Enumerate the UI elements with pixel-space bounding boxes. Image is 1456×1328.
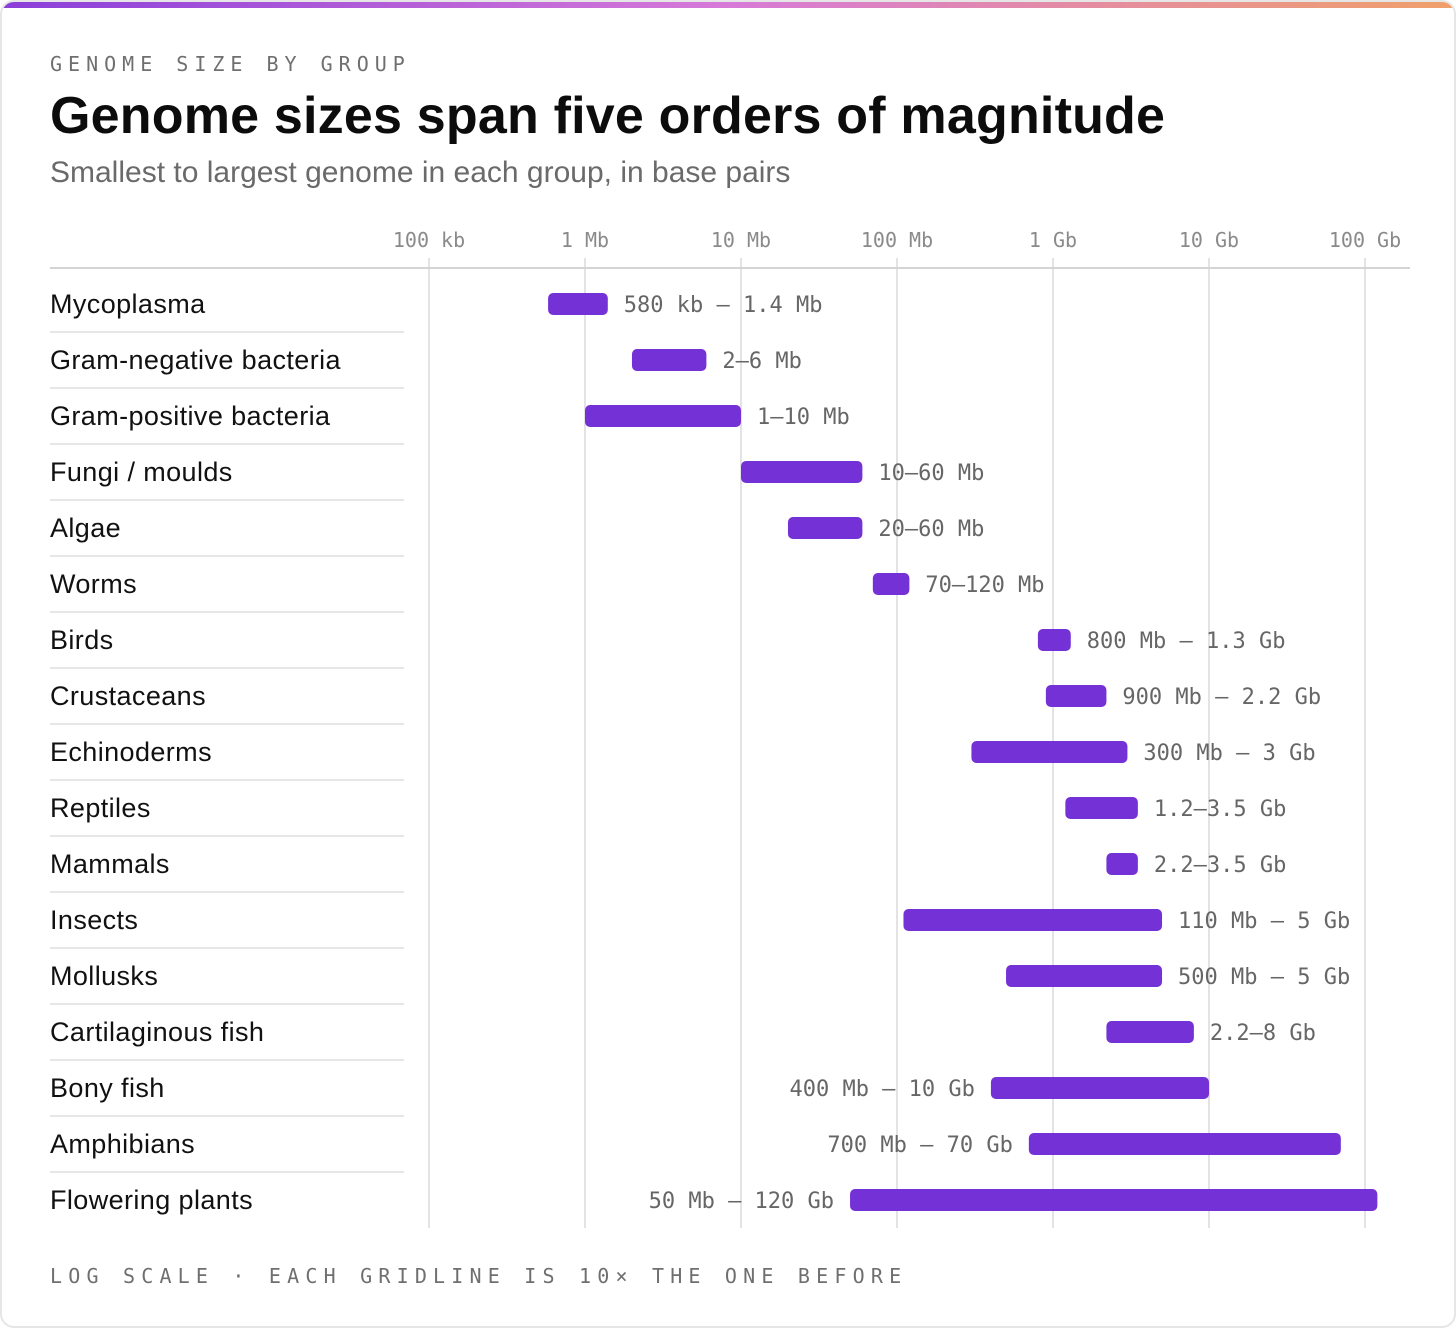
range-label: 700 Mb – 70 Gb	[827, 1133, 1012, 1158]
range-bar	[1006, 965, 1163, 987]
category-label: Algae	[50, 513, 121, 543]
category-label: Mollusks	[50, 961, 158, 991]
category-label: Worms	[50, 569, 137, 599]
chart-subtitle: Smallest to largest genome in each group…	[50, 156, 791, 189]
range-bar	[585, 405, 741, 427]
chart-title: Genome sizes span five orders of magnitu…	[50, 87, 1166, 145]
range-label: 2–6 Mb	[722, 349, 801, 374]
category-label: Cartilaginous fish	[50, 1017, 264, 1047]
range-label: 1–10 Mb	[757, 405, 850, 430]
range-bar	[903, 909, 1163, 931]
range-label: 1.2–3.5 Gb	[1154, 797, 1286, 822]
category-label: Amphibians	[50, 1129, 195, 1159]
category-label: Mycoplasma	[50, 289, 206, 319]
range-bar	[1045, 685, 1107, 707]
range-bar	[1028, 1133, 1341, 1155]
range-bar	[1065, 797, 1138, 819]
range-label: 2.2–8 Gb	[1210, 1021, 1316, 1046]
scale-footnote: LOG SCALE · EACH GRIDLINE IS 10× THE ONE…	[50, 1264, 908, 1288]
x-tick-label: 10 Mb	[711, 228, 771, 252]
range-label: 2.2–3.5 Gb	[1154, 853, 1286, 878]
x-tick-label: 1 Mb	[561, 228, 609, 252]
range-bar	[971, 741, 1128, 763]
range-bar	[548, 293, 608, 315]
category-label: Gram-negative bacteria	[50, 345, 342, 375]
range-label: 900 Mb – 2.2 Gb	[1122, 685, 1321, 710]
range-label: 50 Mb – 120 Gb	[649, 1189, 834, 1214]
x-tick-label: 100 kb	[393, 228, 465, 252]
category-label: Fungi / moulds	[50, 457, 233, 487]
category-label: Birds	[50, 625, 114, 655]
range-bar	[741, 461, 863, 483]
category-label: Bony fish	[50, 1073, 165, 1103]
range-bar	[1037, 629, 1071, 651]
range-bar	[872, 573, 910, 595]
category-label: Mammals	[50, 849, 170, 879]
range-label: 110 Mb – 5 Gb	[1178, 909, 1350, 934]
category-label: Echinoderms	[50, 737, 212, 767]
range-label: 70–120 Mb	[925, 573, 1044, 598]
x-tick-label: 100 Mb	[861, 228, 933, 252]
range-bar	[1106, 853, 1138, 875]
range-bar	[990, 1077, 1209, 1099]
range-label: 400 Mb – 10 Gb	[789, 1077, 974, 1102]
range-bar	[631, 349, 707, 371]
x-tick-label: 10 Gb	[1179, 228, 1239, 252]
accent-gradient-bar	[2, 2, 1454, 8]
x-tick-label: 1 Gb	[1029, 228, 1077, 252]
category-label: Flowering plants	[50, 1185, 253, 1215]
category-label: Insects	[50, 905, 138, 935]
range-label: 300 Mb – 3 Gb	[1143, 741, 1315, 766]
chart-eyebrow: GENOME SIZE BY GROUP	[50, 52, 411, 76]
category-label: Gram-positive bacteria	[50, 401, 331, 431]
range-bar	[1106, 1021, 1194, 1043]
category-label: Reptiles	[50, 793, 151, 823]
range-bar	[850, 1189, 1378, 1211]
x-tick-label: 100 Gb	[1329, 228, 1401, 252]
range-label: 800 Mb – 1.3 Gb	[1087, 629, 1286, 654]
range-bar	[787, 517, 863, 539]
range-label: 10–60 Mb	[878, 461, 984, 486]
category-label: Crustaceans	[50, 681, 206, 711]
range-label: 580 kb – 1.4 Mb	[624, 293, 823, 318]
range-label: 500 Mb – 5 Gb	[1178, 965, 1350, 990]
range-label: 20–60 Mb	[878, 517, 984, 542]
